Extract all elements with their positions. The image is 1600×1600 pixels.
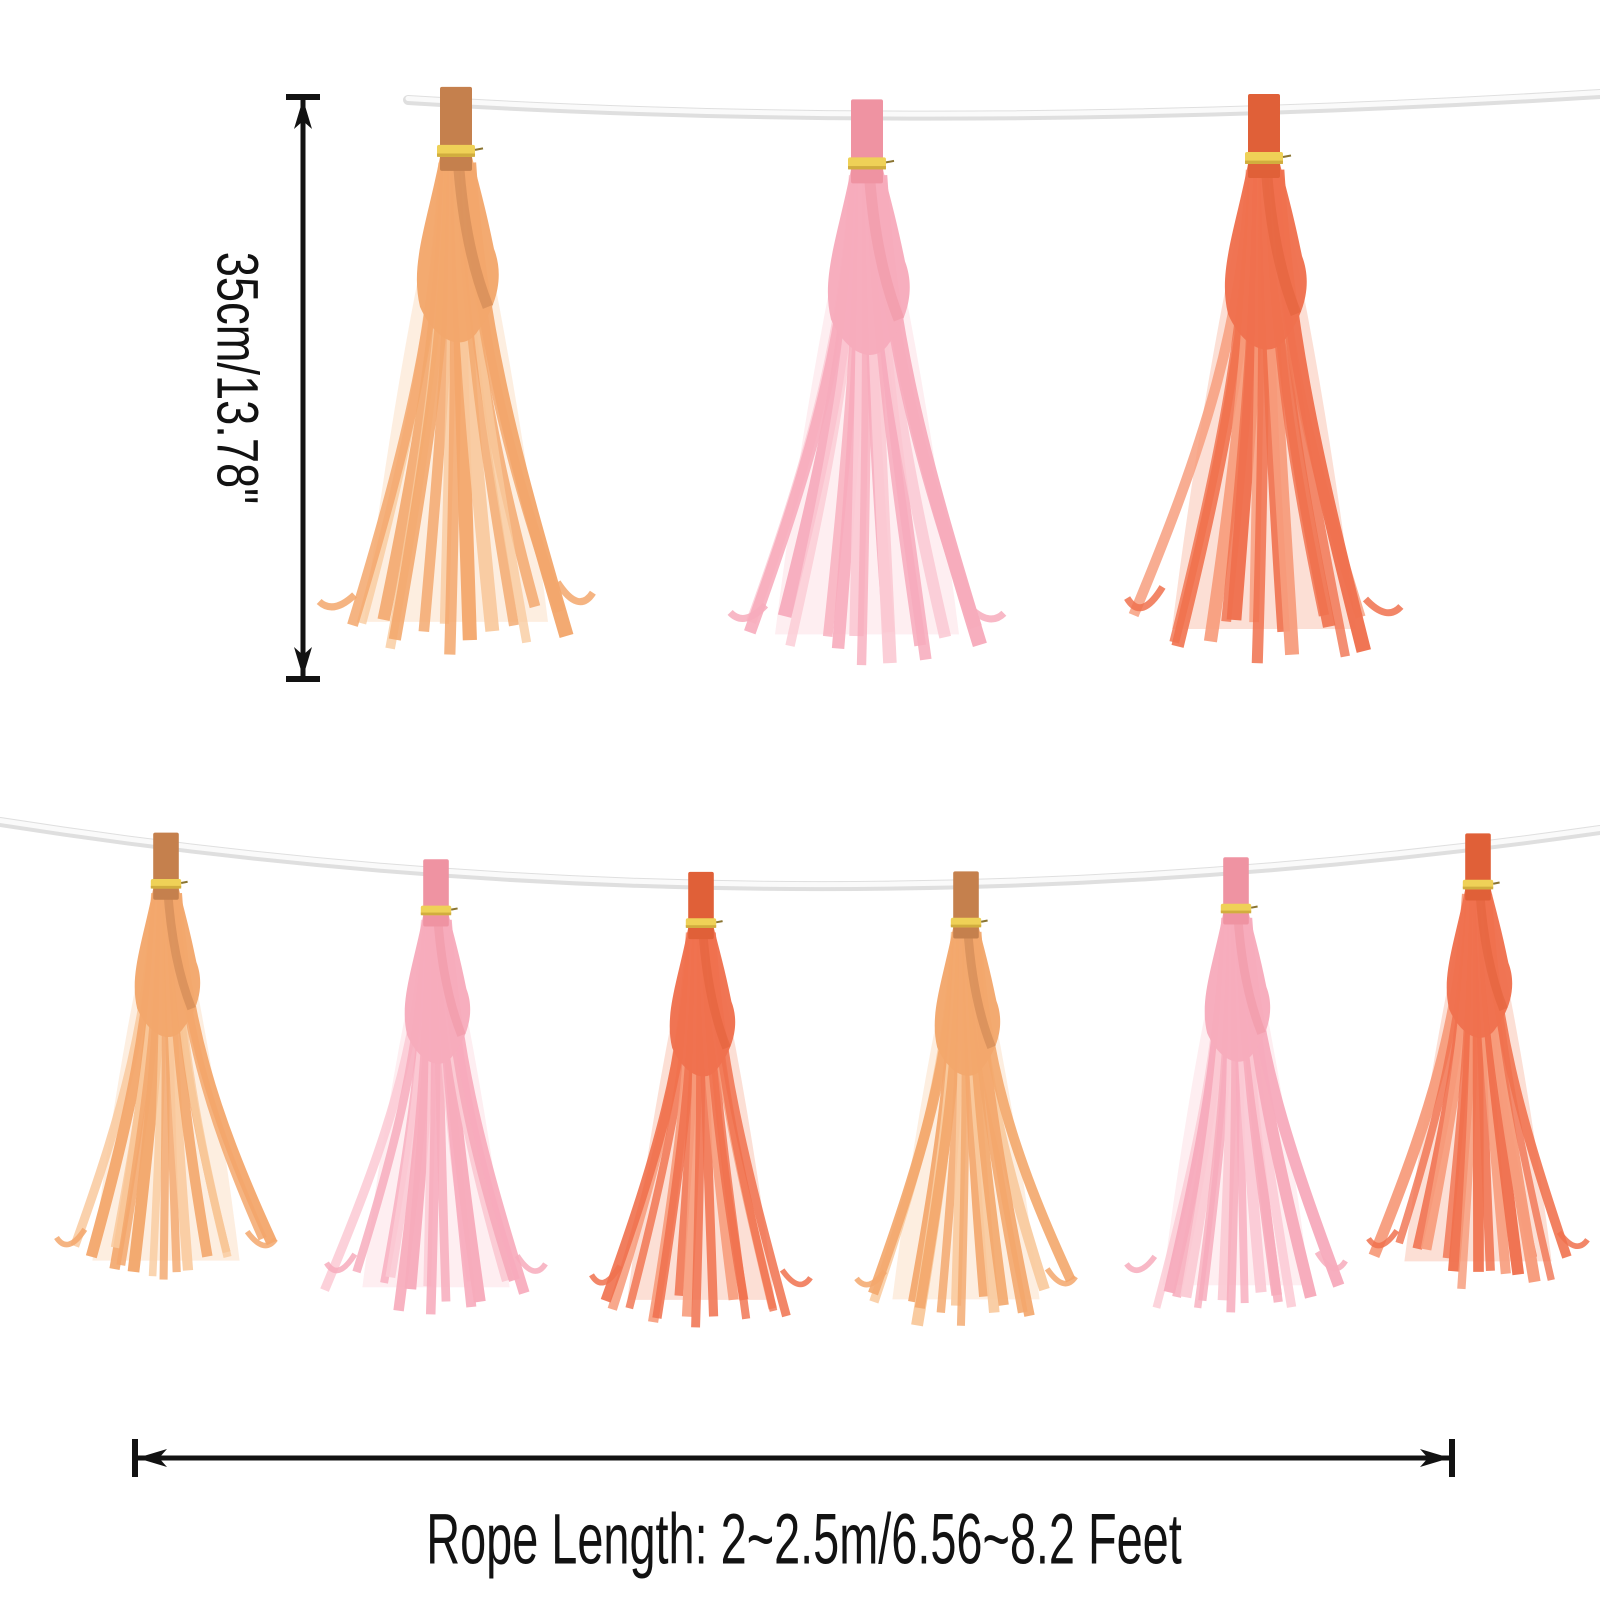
tassel-hanger-strip-orange (1248, 93, 1280, 178)
gold-ring-wire (474, 147, 484, 151)
tassel-hanger-strip-orange (1465, 833, 1491, 901)
tassel-hanger-strip-peach (153, 832, 179, 900)
gold-ring-wire (1251, 905, 1258, 909)
rope-length-arrow-right (1420, 1449, 1450, 1467)
gold-ring-wire (1282, 154, 1292, 158)
tassel-fold-shadow (452, 156, 494, 309)
tassel-hanger-strip-pink (1223, 857, 1249, 925)
rope-highlight (405, 90, 1600, 117)
tassel-fold-shadow (1260, 163, 1302, 317)
gold-ring-shade (950, 924, 982, 928)
tassel-fringe-tip (514, 1254, 548, 1274)
gold-ring-shade (150, 885, 182, 889)
tassel-fringe-tip (316, 592, 357, 611)
rope-length-label: Rope Length: 2~2.5m/6.56~8.2 Feet (426, 1500, 1182, 1580)
tassel-fringe-tip (1556, 1230, 1590, 1249)
rope-highlight (0, 818, 1600, 888)
tassel-fold-shadow (1475, 889, 1508, 1011)
tassel-fringe-tip (854, 1269, 888, 1288)
tassel-hanger-strip-pink (851, 99, 883, 184)
tassel-hanger-strip-orange (688, 871, 714, 940)
tassel-fold-shadow (1233, 912, 1266, 1035)
tassel-fold-shadow (163, 888, 196, 1011)
gold-ring-shade (848, 166, 886, 170)
tassel-fringe-tip (324, 1252, 358, 1274)
height-dimension-arrow-up (294, 99, 312, 129)
gold-ring-wire (885, 159, 895, 164)
tassel-fringe-tip (727, 602, 769, 622)
gold-ring-shade (1220, 910, 1252, 914)
tassel-fringe-tip (554, 580, 596, 606)
tassel-fringe-tip (966, 603, 1007, 623)
gold-ring-wire (451, 907, 458, 911)
gold-ring-shade (420, 912, 452, 916)
tassel-fringe-tip (54, 1227, 88, 1248)
gold-ring-wire (1493, 881, 1500, 885)
rope-length-arrow-left (137, 1449, 167, 1467)
gold-ring-wire (716, 920, 723, 924)
tassel-hanger-strip-peach (440, 86, 472, 171)
tassel-fringe-tip (779, 1268, 813, 1288)
tassel-fold-shadow (698, 927, 731, 1050)
gold-ring-shade (437, 153, 475, 157)
height-dimension-arrow-down (294, 647, 312, 677)
tassel-fringe-tip (1366, 1228, 1400, 1249)
tassel-fringe-tip (244, 1229, 278, 1249)
gold-ring-shade (685, 925, 717, 928)
tassel-fringe-tip (1362, 596, 1404, 617)
gold-ring-shade (1462, 886, 1494, 890)
tassel-fringe-tip (1044, 1267, 1078, 1287)
gold-ring-wire (981, 919, 988, 923)
gold-ring-shade (1245, 160, 1283, 164)
tassel-fringe-tip (1314, 1250, 1348, 1272)
tassel-fold-shadow (433, 914, 466, 1037)
tassel-hanger-strip-peach (953, 871, 979, 939)
tassel-fringe-tip (1124, 1254, 1158, 1273)
tassel-hanger-strip-pink (423, 859, 449, 927)
tassel-fringe-tip (589, 1264, 623, 1286)
gold-ring-wire (181, 880, 188, 884)
height-dimension-label: 35cm/13.78" (204, 251, 270, 505)
tassel-fold-shadow (863, 169, 905, 322)
tassel-fringe-tip (1124, 585, 1166, 612)
tassel-fold-shadow (963, 927, 996, 1049)
